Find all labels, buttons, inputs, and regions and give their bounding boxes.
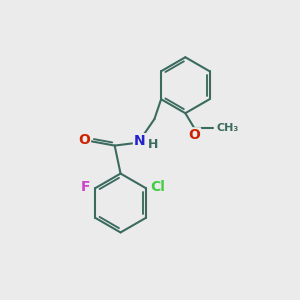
Text: F: F xyxy=(81,180,90,194)
Text: H: H xyxy=(148,139,158,152)
Text: CH₃: CH₃ xyxy=(216,123,238,133)
Text: N: N xyxy=(134,134,146,148)
Text: O: O xyxy=(188,128,200,142)
Text: O: O xyxy=(78,133,90,147)
Text: Cl: Cl xyxy=(150,180,165,194)
